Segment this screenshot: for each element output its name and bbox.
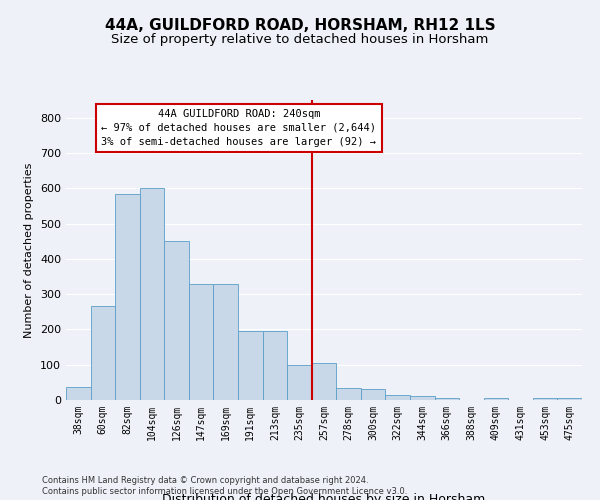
Bar	[287, 364, 312, 400]
Bar	[557, 398, 582, 400]
Bar	[91, 306, 115, 400]
Bar	[263, 331, 287, 400]
Text: 44A, GUILDFORD ROAD, HORSHAM, RH12 1LS: 44A, GUILDFORD ROAD, HORSHAM, RH12 1LS	[104, 18, 496, 32]
Bar	[410, 396, 434, 400]
Bar	[115, 194, 140, 400]
Bar	[238, 331, 263, 400]
Bar	[140, 188, 164, 400]
Bar	[434, 398, 459, 400]
Bar	[533, 398, 557, 400]
Bar	[214, 284, 238, 400]
Bar	[336, 388, 361, 400]
Text: Contains public sector information licensed under the Open Government Licence v3: Contains public sector information licen…	[42, 488, 407, 496]
Bar	[361, 390, 385, 400]
Text: 44A GUILDFORD ROAD: 240sqm
← 97% of detached houses are smaller (2,644)
3% of se: 44A GUILDFORD ROAD: 240sqm ← 97% of deta…	[101, 109, 376, 147]
Bar	[385, 394, 410, 400]
Text: Size of property relative to detached houses in Horsham: Size of property relative to detached ho…	[112, 32, 488, 46]
Bar	[312, 363, 336, 400]
Bar	[66, 386, 91, 400]
Y-axis label: Number of detached properties: Number of detached properties	[25, 162, 34, 338]
Text: Contains HM Land Registry data © Crown copyright and database right 2024.: Contains HM Land Registry data © Crown c…	[42, 476, 368, 485]
X-axis label: Distribution of detached houses by size in Horsham: Distribution of detached houses by size …	[163, 493, 485, 500]
Bar	[164, 241, 189, 400]
Bar	[189, 284, 214, 400]
Bar	[484, 398, 508, 400]
